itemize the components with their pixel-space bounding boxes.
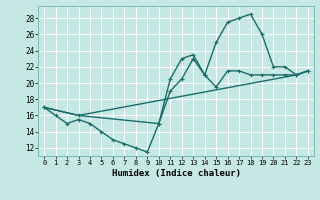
X-axis label: Humidex (Indice chaleur): Humidex (Indice chaleur) (111, 169, 241, 178)
